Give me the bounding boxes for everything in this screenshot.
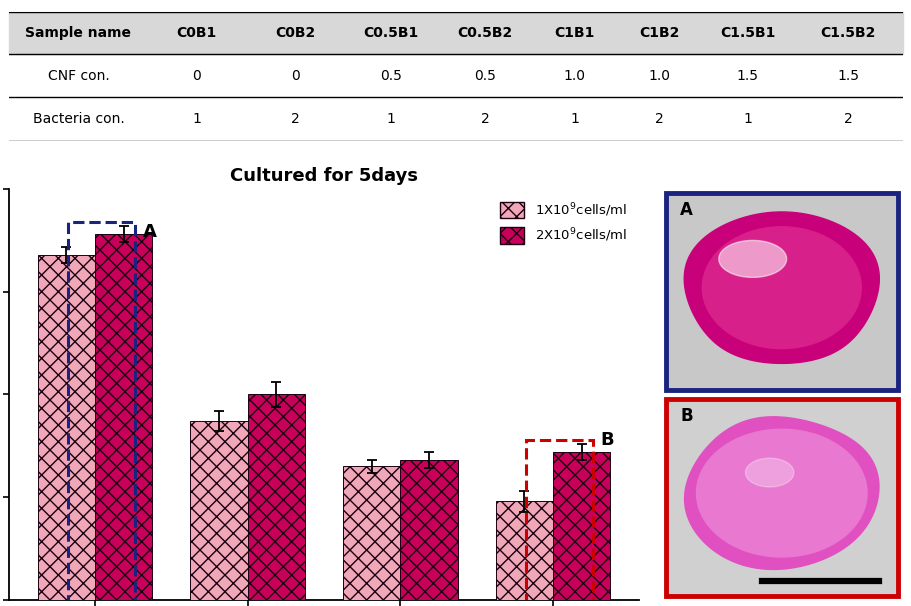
Text: C1B2: C1B2 <box>639 26 679 41</box>
Text: 1: 1 <box>742 112 752 125</box>
Text: 0: 0 <box>192 68 201 82</box>
Bar <box>496 501 552 600</box>
Legend: 1X10$^9$cells/ml, 2X10$^9$cells/ml: 1X10$^9$cells/ml, 2X10$^9$cells/ml <box>495 196 631 249</box>
Bar <box>552 452 609 600</box>
Text: 1.0: 1.0 <box>648 68 670 82</box>
Text: C1.5B1: C1.5B1 <box>720 26 774 41</box>
Bar <box>190 421 248 600</box>
Bar <box>665 193 897 390</box>
Polygon shape <box>696 429 866 557</box>
Text: CNF con.: CNF con. <box>47 68 109 82</box>
Text: C0.5B2: C0.5B2 <box>457 26 512 41</box>
Text: 2: 2 <box>843 112 852 125</box>
Text: 1.5: 1.5 <box>736 68 758 82</box>
Bar <box>400 460 457 600</box>
Text: A: A <box>142 223 157 241</box>
Text: 2: 2 <box>654 112 663 125</box>
Bar <box>343 467 400 600</box>
Text: 2: 2 <box>291 112 299 125</box>
Text: B: B <box>680 407 692 425</box>
Text: 0.5: 0.5 <box>474 68 496 82</box>
Bar <box>9 12 902 55</box>
Text: C0B2: C0B2 <box>275 26 315 41</box>
Polygon shape <box>701 227 860 348</box>
Bar <box>248 395 304 600</box>
Text: 2: 2 <box>480 112 489 125</box>
Text: Bacteria con.: Bacteria con. <box>33 112 124 125</box>
Text: 0: 0 <box>291 68 299 82</box>
Text: 0.5: 0.5 <box>380 68 402 82</box>
Text: A: A <box>680 201 692 219</box>
Text: C1B1: C1B1 <box>554 26 594 41</box>
Text: 1: 1 <box>569 112 578 125</box>
Title: Cultured for 5days: Cultured for 5days <box>230 167 417 185</box>
Polygon shape <box>718 241 786 278</box>
Text: C1.5B2: C1.5B2 <box>820 26 875 41</box>
Text: 1: 1 <box>192 112 201 125</box>
Bar <box>95 235 152 600</box>
Text: 1.0: 1.0 <box>563 68 585 82</box>
Polygon shape <box>744 458 793 487</box>
Text: Sample name: Sample name <box>26 26 131 41</box>
Bar <box>37 255 95 600</box>
Text: B: B <box>600 431 614 448</box>
Polygon shape <box>684 417 878 570</box>
Bar <box>665 399 897 596</box>
Polygon shape <box>683 212 878 364</box>
Text: C0.5B1: C0.5B1 <box>363 26 418 41</box>
Text: 1.5: 1.5 <box>836 68 858 82</box>
Text: C0B1: C0B1 <box>177 26 217 41</box>
Text: 1: 1 <box>386 112 395 125</box>
